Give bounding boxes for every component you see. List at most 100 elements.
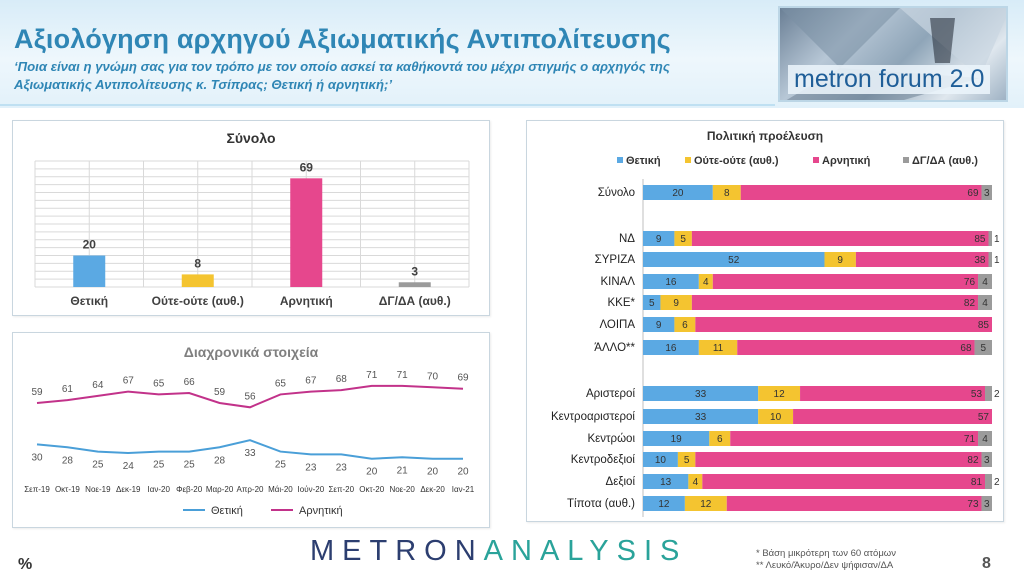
series-line: [36, 439, 463, 460]
stack-segment: [988, 252, 992, 267]
row-label: Κεντρώοι: [587, 433, 635, 445]
segment-label: 2: [994, 389, 1000, 400]
segment-label: 4: [982, 277, 988, 288]
data-label: 25: [92, 460, 104, 471]
stack-segment: [974, 340, 992, 355]
stack-segment: [643, 295, 661, 310]
segment-label: 9: [837, 255, 843, 266]
segment-label: 11: [713, 343, 724, 354]
category-label: ΔΓ/ΔΑ (αυθ.): [379, 294, 451, 308]
survey-question: ‘Ποια είναι η γνώμη σας για τον τρόπο με…: [14, 59, 670, 92]
segment-label: 6: [682, 320, 688, 331]
bar: [398, 282, 431, 287]
data-label: 67: [305, 376, 317, 387]
segment-label: 5: [649, 298, 655, 309]
stack-segment: [800, 386, 986, 401]
row-label: ΝΔ: [619, 233, 635, 245]
segment-label: 4: [982, 298, 988, 309]
x-tick-label: Ιούν-20: [298, 485, 325, 494]
brand-left: METRON: [310, 535, 484, 567]
stack-segment: [758, 386, 801, 401]
x-tick-label: Νοε-20: [389, 485, 415, 494]
logo-text: metron forum 2.0: [788, 65, 991, 94]
stack-segment: [695, 317, 992, 332]
legend-label: Αρνητική: [822, 155, 871, 167]
segment-label: 1: [994, 255, 1000, 266]
data-label: 65: [153, 378, 165, 389]
stack-segment: [643, 452, 678, 467]
data-label: 25: [275, 460, 287, 471]
stack-segment: [643, 317, 675, 332]
data-label: 33: [244, 448, 256, 459]
data-label: 20: [457, 467, 469, 478]
segment-label: 12: [774, 389, 786, 400]
row-label: Κεντροδεξιοί: [571, 454, 636, 466]
row-label: ΛΟΙΠΑ: [599, 319, 635, 331]
segment-label: 52: [728, 255, 740, 266]
segment-label: 69: [967, 188, 979, 199]
row-label: ΚΙΝΑΛ: [600, 276, 635, 288]
segment-label: 19: [671, 434, 683, 445]
data-label: 67: [123, 376, 135, 387]
data-label: 66: [184, 377, 196, 388]
stack-segment: [643, 274, 699, 289]
legend-label: Ούτε-ούτε (αυθ.): [694, 155, 779, 167]
category-label: Θετική: [70, 294, 108, 308]
header: Αξιολόγηση αρχηγού Αξιωματικής Αντιπολίτ…: [0, 0, 1024, 108]
segment-label: 16: [665, 343, 677, 354]
stack-segment: [730, 431, 979, 446]
stack-segment: [758, 409, 794, 424]
stack-segment: [978, 431, 992, 446]
segment-label: 9: [656, 320, 662, 331]
stack-segment: [684, 496, 727, 511]
stack-segment: [643, 474, 689, 489]
segment-label: 5: [684, 455, 690, 466]
segment-label: 2: [994, 477, 1000, 488]
segment-label: 6: [717, 434, 723, 445]
brand-right: ANALYSIS: [483, 535, 688, 567]
segment-label: 3: [984, 188, 990, 199]
legend-label: Θετική: [211, 505, 243, 517]
metron-analysis-logo: METRONANALYSIS: [310, 535, 687, 568]
bar: [73, 255, 106, 287]
stack-segment: [643, 231, 675, 246]
x-tick-label: Δεκ-19: [116, 485, 141, 494]
bar: [290, 178, 323, 287]
x-tick-label: Σεπ-20: [328, 485, 354, 494]
segment-label: 73: [967, 499, 979, 510]
row-label: ΆΛΛΟ**: [594, 342, 635, 354]
trend-line-chart: 30 28 25 24 25 25 28 33 25 23 23 20 21 20 20 59 61 64 67 65…: [24, 370, 475, 517]
row-label: Κεντροαριστεροί: [551, 411, 635, 423]
segment-label: 33: [695, 412, 707, 423]
total-bar-chart: 20 Θετική 8 Ούτε-ούτε (αυθ.) 69 Αρνητική 3 ΔΓ/Δ…: [34, 160, 470, 308]
data-label: 61: [62, 384, 74, 395]
political-origin-stacked-chart: Θετική Ούτε-ούτε (αυθ.) Αρνητική ΔΓ/ΔΑ (αυθ…: [551, 155, 1000, 517]
stack-segment: [737, 340, 975, 355]
stack-segment: [978, 274, 992, 289]
data-label: 70: [427, 371, 439, 382]
data-label: 64: [92, 380, 104, 391]
stack-segment: [709, 431, 731, 446]
segment-label: 82: [964, 298, 976, 309]
stack-segment: [698, 274, 713, 289]
segment-label: 4: [693, 477, 699, 488]
trend-chart-panel: Διαχρονικά στοιχεία 30 28 25 24 25 25 28 33 25 23…: [12, 332, 490, 528]
data-label: 69: [300, 160, 314, 174]
data-label: 68: [336, 374, 348, 385]
segment-label: 16: [665, 277, 677, 288]
data-label: 56: [244, 391, 256, 402]
trend-chart-title: Διαχρονικά στοιχεία: [183, 344, 319, 360]
x-tick-label: Ιαν-21: [452, 485, 475, 494]
stack-segment: [643, 185, 713, 200]
stack-segment: [643, 386, 759, 401]
legend-label: Αρνητική: [299, 505, 343, 517]
segment-label: 10: [655, 455, 667, 466]
x-tick-label: Φεβ-20: [176, 485, 203, 494]
data-label: 65: [275, 378, 287, 389]
segment-label: 5: [980, 343, 986, 354]
segment-label: 85: [978, 320, 990, 331]
data-label: 8: [194, 256, 201, 270]
category-label: Ούτε-ούτε (αυθ.): [152, 294, 244, 308]
segment-label: 1: [994, 234, 1000, 245]
x-tick-label: Νοε-19: [85, 485, 111, 494]
